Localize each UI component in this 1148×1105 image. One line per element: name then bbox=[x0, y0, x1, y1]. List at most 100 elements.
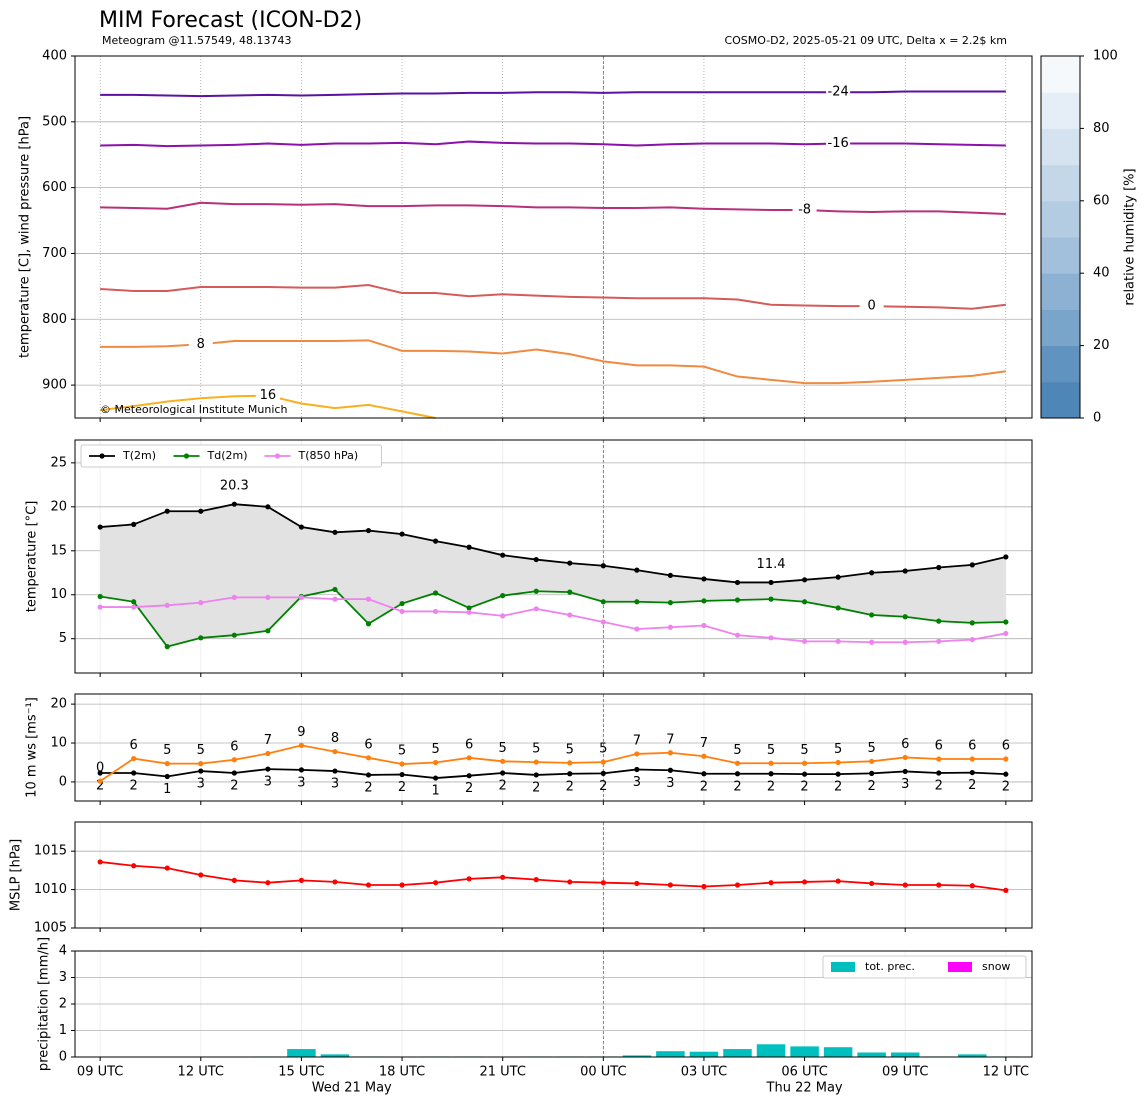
data-point bbox=[466, 755, 472, 761]
data-label: 3 bbox=[297, 775, 305, 790]
data-label: 2 bbox=[532, 780, 540, 795]
data-label: 1 bbox=[163, 782, 171, 797]
data-point bbox=[231, 757, 237, 763]
data-point bbox=[600, 563, 606, 569]
colorbar-band bbox=[1041, 345, 1080, 383]
spread-fill bbox=[100, 504, 1006, 647]
data-point bbox=[835, 605, 841, 611]
y-tick-label: 10 bbox=[50, 587, 67, 602]
data-point bbox=[667, 750, 673, 756]
data-label: 6 bbox=[465, 737, 473, 752]
bar bbox=[756, 1044, 786, 1057]
data-point bbox=[97, 604, 103, 610]
data-point bbox=[768, 760, 774, 766]
data-point bbox=[231, 594, 237, 600]
data-point bbox=[198, 872, 204, 878]
x-tick-label: 15 UTC bbox=[278, 1065, 324, 1080]
y-tick-label: 15 bbox=[50, 543, 67, 558]
isotherm-label: -24 bbox=[828, 85, 849, 100]
isotherm-label-bg bbox=[188, 336, 213, 353]
data-point bbox=[500, 770, 506, 776]
data-label: 2 bbox=[935, 778, 943, 793]
data-point bbox=[97, 770, 103, 776]
data-point bbox=[231, 632, 237, 638]
data-point bbox=[634, 766, 640, 773]
colorbar-band bbox=[1041, 309, 1080, 347]
axes-frame bbox=[74, 439, 1033, 674]
isotherm-label: -16 bbox=[828, 136, 849, 151]
data-point bbox=[936, 756, 942, 762]
y-axis-label: temperature [°C] bbox=[25, 501, 40, 613]
series-line bbox=[100, 588, 1006, 648]
data-point bbox=[399, 608, 405, 615]
data-point bbox=[1003, 887, 1009, 893]
data-point bbox=[365, 527, 372, 534]
data-label: 2 bbox=[834, 780, 842, 795]
data-point bbox=[332, 748, 338, 755]
data-point bbox=[567, 760, 573, 766]
data-point bbox=[768, 771, 774, 777]
data-point bbox=[902, 568, 908, 574]
data-label: 2 bbox=[566, 779, 574, 794]
data-point bbox=[164, 644, 170, 650]
data-point bbox=[1003, 619, 1009, 625]
legend-marker bbox=[274, 453, 281, 459]
data-point bbox=[969, 620, 975, 626]
data-point bbox=[902, 754, 908, 761]
data-point bbox=[701, 883, 707, 890]
isotherm-label-bg bbox=[826, 135, 851, 152]
y-tick-label: 20 bbox=[50, 697, 67, 712]
bar bbox=[857, 1052, 886, 1057]
data-point bbox=[969, 769, 975, 776]
data-label: 7 bbox=[633, 733, 641, 748]
data-point bbox=[198, 761, 204, 767]
data-point bbox=[432, 608, 439, 615]
data-point bbox=[298, 524, 305, 530]
series-line bbox=[100, 503, 1007, 584]
y-axis-label: temperature [C], wind pressure [hPa] bbox=[18, 116, 33, 358]
data-label: 2 bbox=[700, 779, 708, 794]
data-point bbox=[801, 638, 808, 644]
data-point bbox=[600, 599, 606, 605]
data-point bbox=[198, 768, 204, 774]
data-label: 5 bbox=[599, 742, 607, 757]
legend-label: Td(2m) bbox=[207, 449, 248, 462]
axes-frame bbox=[74, 693, 1033, 802]
colorbar-tick-label: 20 bbox=[1093, 338, 1110, 353]
data-point bbox=[466, 544, 472, 550]
isotherm-label-bg bbox=[826, 84, 851, 101]
data-point bbox=[466, 609, 472, 615]
legend-marker bbox=[183, 453, 190, 459]
data-point bbox=[701, 598, 707, 604]
data-point bbox=[835, 638, 841, 644]
legend-swatch bbox=[831, 962, 855, 972]
data-point bbox=[131, 604, 137, 610]
data-label: 2 bbox=[130, 778, 138, 793]
data-point bbox=[365, 772, 372, 778]
legend-swatch bbox=[948, 962, 972, 972]
data-point bbox=[131, 521, 137, 528]
data-point bbox=[634, 567, 640, 573]
data-point bbox=[634, 599, 640, 605]
colorbar-tick-label: 100 bbox=[1093, 49, 1118, 64]
data-point bbox=[500, 552, 506, 558]
data-point bbox=[500, 593, 506, 599]
bar bbox=[287, 1049, 316, 1057]
y-tick-label: 2 bbox=[59, 997, 67, 1012]
data-point bbox=[332, 529, 338, 535]
data-point bbox=[332, 879, 338, 885]
data-label: 2 bbox=[398, 780, 406, 795]
colorbar-band bbox=[1041, 92, 1080, 129]
data-point bbox=[936, 770, 942, 776]
date-label: Wed 21 May bbox=[312, 1081, 392, 1096]
data-point bbox=[1003, 554, 1009, 560]
data-point bbox=[902, 768, 908, 775]
y-tick-label: 800 bbox=[42, 312, 67, 327]
data-label: 5 bbox=[868, 741, 876, 756]
data-label: 2 bbox=[800, 780, 808, 795]
x-tick-label: 12 UTC bbox=[178, 1065, 224, 1080]
data-point bbox=[969, 562, 975, 568]
data-point bbox=[869, 770, 875, 776]
colorbar-band bbox=[1041, 200, 1080, 238]
